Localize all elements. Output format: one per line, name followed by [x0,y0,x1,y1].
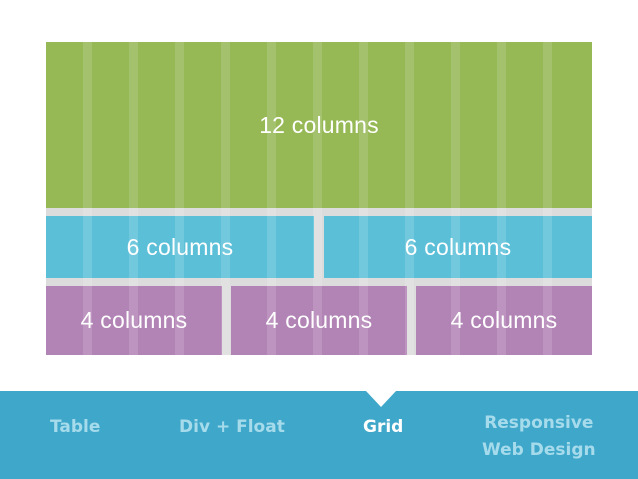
block-12-columns: 12 columns [46,42,592,208]
nav-item-responsive-line-2: Web Design [482,440,596,460]
layout-nav-bar [0,391,638,479]
block-4-columns-2: 4 columns [231,286,407,355]
block-4-columns-label: 4 columns [80,307,188,333]
nav-item-table[interactable]: Table [50,417,101,437]
block-4-columns-3: 4 columns [416,286,592,355]
nav-item-responsive-line-1: Responsive [484,413,594,433]
nav-item-grid[interactable]: Grid [363,417,404,437]
block-6-columns-right: 6 columns [324,216,592,278]
block-6-columns-label: 6 columns [126,233,234,260]
block-6-columns-left: 6 columns [46,216,314,278]
block-4-columns-label: 4 columns [265,307,373,333]
block-4-columns-label: 4 columns [450,307,558,333]
block-12-columns-label: 12 columns [259,111,379,138]
active-indicator-notch [366,391,396,407]
grid-diagram: 12 columns 6 columns 6 columns 4 columns… [46,42,592,355]
nav-item-div-float[interactable]: Div + Float [179,417,285,437]
block-4-columns-1: 4 columns [46,286,222,355]
nav-item-responsive-web-design[interactable]: Responsive Web Design [482,410,596,464]
block-6-columns-label: 6 columns [404,233,512,260]
